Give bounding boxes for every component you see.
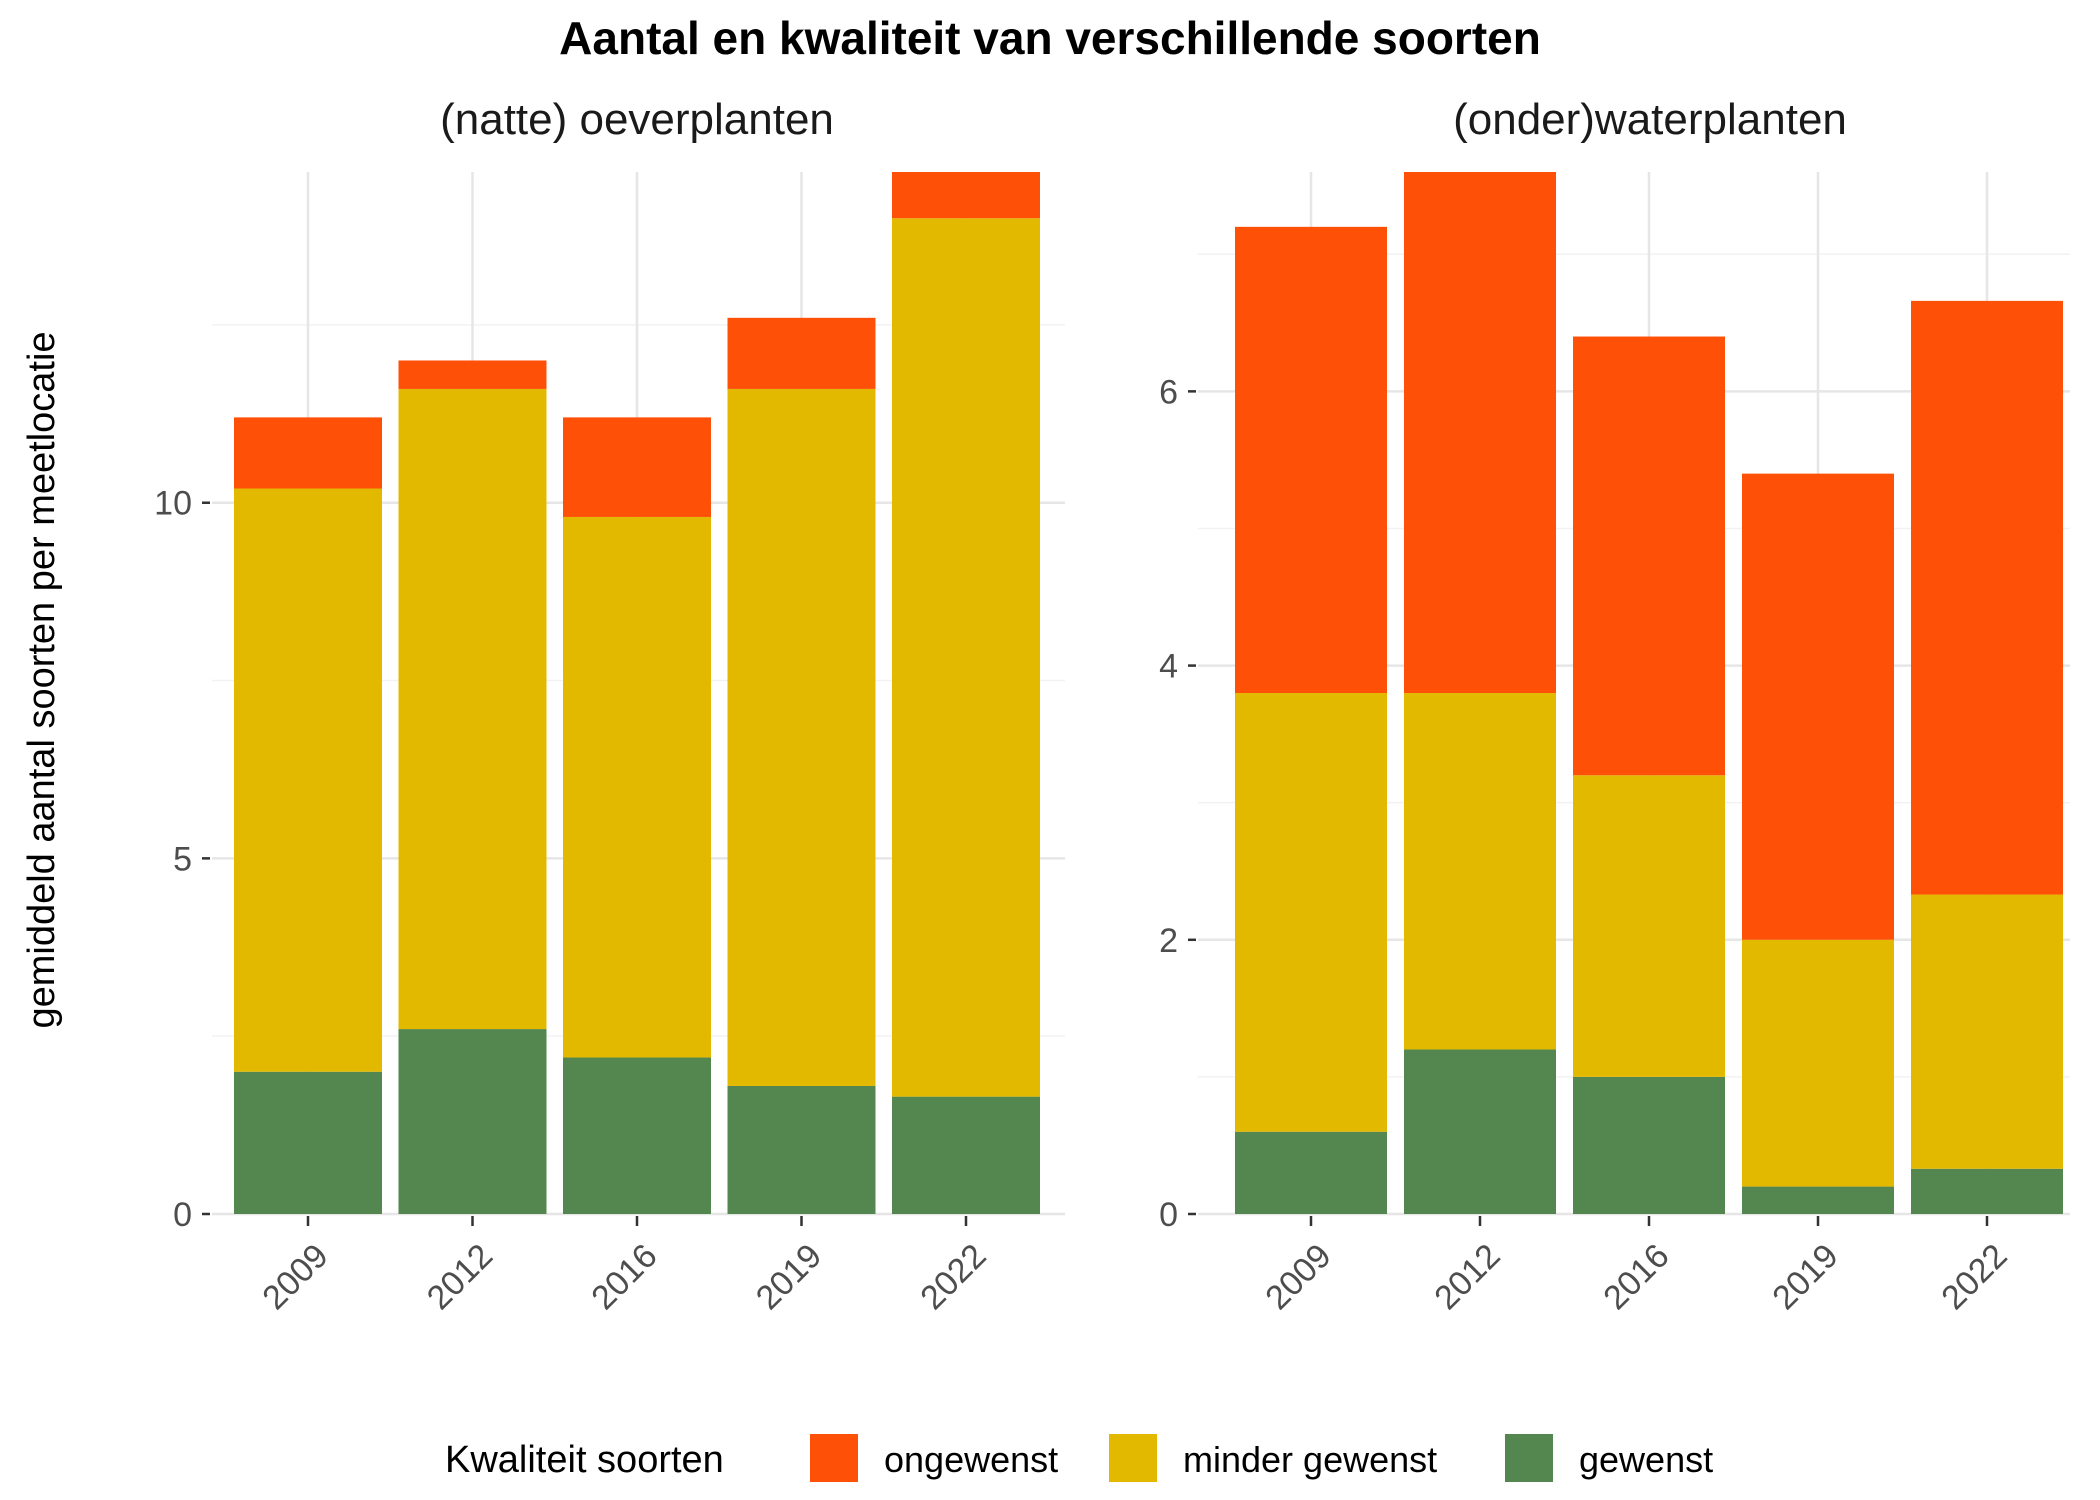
panel-title-right: (onder)waterplanten: [1453, 95, 1847, 144]
bar-right-2016-minder-gewenst: [1573, 775, 1725, 1077]
bar-left-2019-gewenst: [727, 1085, 876, 1214]
panel-right: 0 2 4 6 2009 2012 2016 2019 2022: [1159, 172, 2070, 1317]
x-tick-label: 2016: [1596, 1237, 1676, 1317]
panel-title-left: (natte) oeverplanten: [440, 95, 834, 144]
bar-right-2009-gewenst: [1235, 1131, 1387, 1214]
x-tick-label: 2019: [749, 1237, 829, 1317]
x-tick-label: 2009: [255, 1237, 335, 1317]
bar-left-2019-minder-gewenst: [727, 388, 876, 1086]
bar-left-2009-minder-gewenst: [234, 488, 382, 1072]
legend-label-gewenst: gewenst: [1579, 1439, 1713, 1480]
panel-left: 0 5 10 2009 2012 2016 2019 2022: [154, 172, 1065, 1317]
bar-left-2016-ongewenst: [563, 417, 711, 517]
chart-title: Aantal en kwaliteit van verschillende so…: [559, 12, 1541, 64]
legend: Kwaliteit soorten ongewenst minder gewen…: [445, 1434, 1713, 1482]
bar-right-2019-ongewenst: [1742, 473, 1894, 940]
bar-left-2016-gewenst: [563, 1057, 711, 1214]
bar-right-2022-ongewenst: [1911, 300, 2063, 895]
x-tick-label: 2022: [913, 1237, 993, 1317]
bar-left-2022-gewenst: [892, 1096, 1040, 1214]
bar-left-2012-minder-gewenst: [398, 388, 547, 1030]
bar-right-2012-minder-gewenst: [1404, 693, 1556, 1050]
legend-key-minder-gewenst: [1109, 1434, 1157, 1482]
bar-left-2022-minder-gewenst: [892, 218, 1040, 1097]
bar-left-2022-ongewenst: [892, 172, 1040, 219]
bar-left-2012-gewenst: [398, 1029, 547, 1214]
x-tick-label: 2019: [1765, 1237, 1845, 1317]
y-tick-label: 0: [1159, 1196, 1178, 1234]
x-tick-label: 2022: [1934, 1237, 2014, 1317]
x-tick-label: 2012: [1427, 1237, 1507, 1317]
bar-right-2016-ongewenst: [1573, 336, 1725, 776]
y-axis-label: gemiddeld aantal soorten per meetlocatie: [21, 331, 63, 1028]
bar-left-2016-minder-gewenst: [563, 516, 711, 1058]
y-tick-label: 6: [1159, 373, 1178, 411]
legend-key-gewenst: [1505, 1434, 1553, 1482]
bar-right-2019-minder-gewenst: [1742, 939, 1894, 1187]
y-tick-label: 0: [173, 1196, 192, 1234]
bar-right-2019-gewenst: [1742, 1186, 1894, 1214]
legend-title: Kwaliteit soorten: [445, 1439, 724, 1481]
y-tick-label: 2: [1159, 922, 1178, 960]
bar-left-2012-ongewenst: [398, 360, 547, 389]
legend-label-minder-gewenst: minder gewenst: [1183, 1439, 1437, 1480]
bar-right-2009-ongewenst: [1235, 226, 1387, 693]
bar-left-2009-gewenst: [234, 1071, 382, 1214]
bar-right-2012-ongewenst: [1404, 172, 1556, 693]
x-tick-label: 2016: [584, 1237, 664, 1317]
legend-key-ongewenst: [810, 1434, 858, 1482]
bar-right-2009-minder-gewenst: [1235, 693, 1387, 1132]
y-tick-label: 10: [154, 485, 192, 523]
bar-left-2019-ongewenst: [727, 317, 876, 389]
bar-left-2009-ongewenst: [234, 417, 382, 489]
bar-right-2012-gewenst: [1404, 1049, 1556, 1214]
y-tick-label: 5: [173, 840, 192, 878]
x-tick-label: 2009: [1258, 1237, 1338, 1317]
y-tick-label: 4: [1159, 648, 1178, 686]
x-tick-label: 2012: [420, 1237, 500, 1317]
bar-right-2022-gewenst: [1911, 1168, 2063, 1214]
legend-label-ongewenst: ongewenst: [884, 1439, 1058, 1480]
bar-right-2016-gewenst: [1573, 1076, 1725, 1214]
bar-right-2022-minder-gewenst: [1911, 894, 2063, 1169]
